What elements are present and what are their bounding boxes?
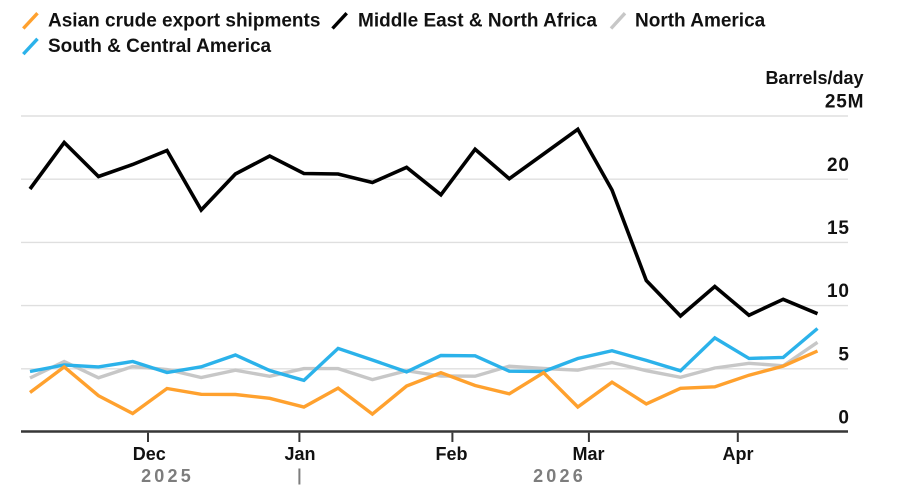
svg-text:15: 15 [827,218,850,239]
svg-text:South & Central America: South & Central America [48,36,272,57]
svg-text:Jan: Jan [284,444,315,464]
svg-text:Middle East & North Africa: Middle East & North Africa [358,10,597,31]
svg-text:5: 5 [838,344,849,365]
svg-text:10: 10 [827,281,850,302]
svg-text:2025: 2025 [141,466,194,486]
svg-text:25M: 25M [825,92,864,113]
svg-text:Feb: Feb [435,444,467,464]
svg-text:Mar: Mar [572,444,604,464]
svg-text:Barrels/day: Barrels/day [765,68,863,88]
svg-text:Apr: Apr [723,444,754,464]
svg-text:2026: 2026 [533,466,586,486]
svg-text:North America: North America [635,10,766,31]
svg-text:0: 0 [838,408,849,429]
svg-text:Asian crude export shipments: Asian crude export shipments [48,10,320,31]
svg-text:Dec: Dec [133,444,166,464]
svg-text:20: 20 [827,155,850,176]
